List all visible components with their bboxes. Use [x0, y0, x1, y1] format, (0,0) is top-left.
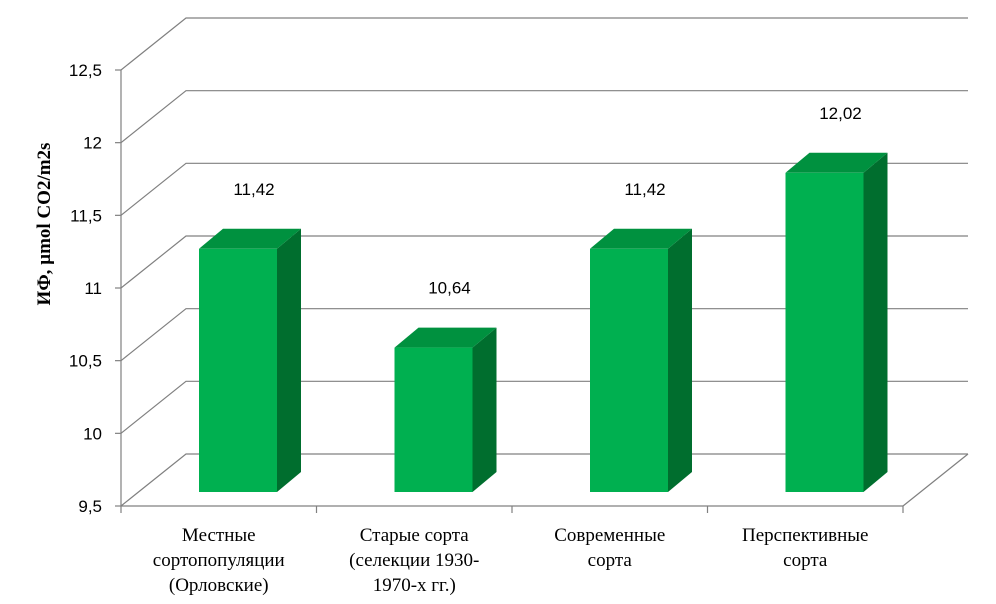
y-tick-label: 10 — [83, 424, 102, 443]
data-label: 10,64 — [428, 279, 471, 298]
gridline — [120, 90, 968, 144]
bar — [394, 327, 497, 492]
data-label: 11,42 — [233, 180, 274, 199]
gridline — [120, 162, 968, 216]
x-category-label: сортопопуляции — [153, 550, 285, 571]
bar-front — [394, 347, 473, 492]
x-category-label: (селекции 1930- — [349, 550, 479, 571]
y-tick-label: 12 — [83, 134, 102, 153]
bar — [785, 152, 888, 493]
gridline — [120, 235, 968, 289]
x-category-label: 1970-х гг.) — [373, 575, 456, 596]
bar-front — [590, 248, 668, 492]
bar-side — [277, 228, 301, 493]
bar-front — [199, 248, 277, 492]
y-tick-label: 10,5 — [69, 352, 102, 371]
floor-edge — [902, 453, 969, 507]
gridline — [120, 380, 968, 434]
gridline — [120, 308, 968, 362]
x-category-label: сорта — [588, 550, 633, 571]
bar-top — [590, 228, 692, 249]
x-category-label: сорта — [783, 550, 828, 571]
x-category-label: Перспективные — [742, 525, 868, 546]
y-tick-label: 12,5 — [69, 61, 102, 80]
bar-top — [199, 228, 301, 249]
grid-layer — [120, 17, 969, 507]
bar — [199, 228, 301, 493]
bar-layer — [199, 152, 888, 493]
axis-layer — [115, 69, 904, 513]
y-tick-label: 11,5 — [70, 206, 102, 225]
x-category-label: Местные — [182, 525, 256, 546]
bar-side — [668, 228, 692, 493]
gridline — [120, 453, 968, 507]
data-label: 11,42 — [624, 180, 665, 199]
bar — [590, 228, 692, 493]
x-category-label: (Орловские) — [169, 575, 269, 596]
x-category-label: Старые сорта — [360, 525, 470, 546]
bar-front — [785, 172, 864, 493]
bar-side — [863, 152, 888, 493]
bar-top — [394, 327, 497, 348]
x-category-label: Современные — [554, 525, 665, 546]
data-label: 12,02 — [819, 104, 862, 123]
bar-side — [472, 327, 497, 492]
y-tick-label: 9,5 — [78, 497, 102, 516]
label-layer: 9,5 10 10,5 11 11,5 12 12,5 11,42 Местные сортопо… — [69, 61, 869, 596]
gridline — [120, 17, 968, 71]
bar-top — [785, 152, 888, 173]
y-axis-title: ИФ, µmol CO2/m2s — [34, 143, 55, 306]
y-tick-label: 11 — [84, 279, 102, 298]
